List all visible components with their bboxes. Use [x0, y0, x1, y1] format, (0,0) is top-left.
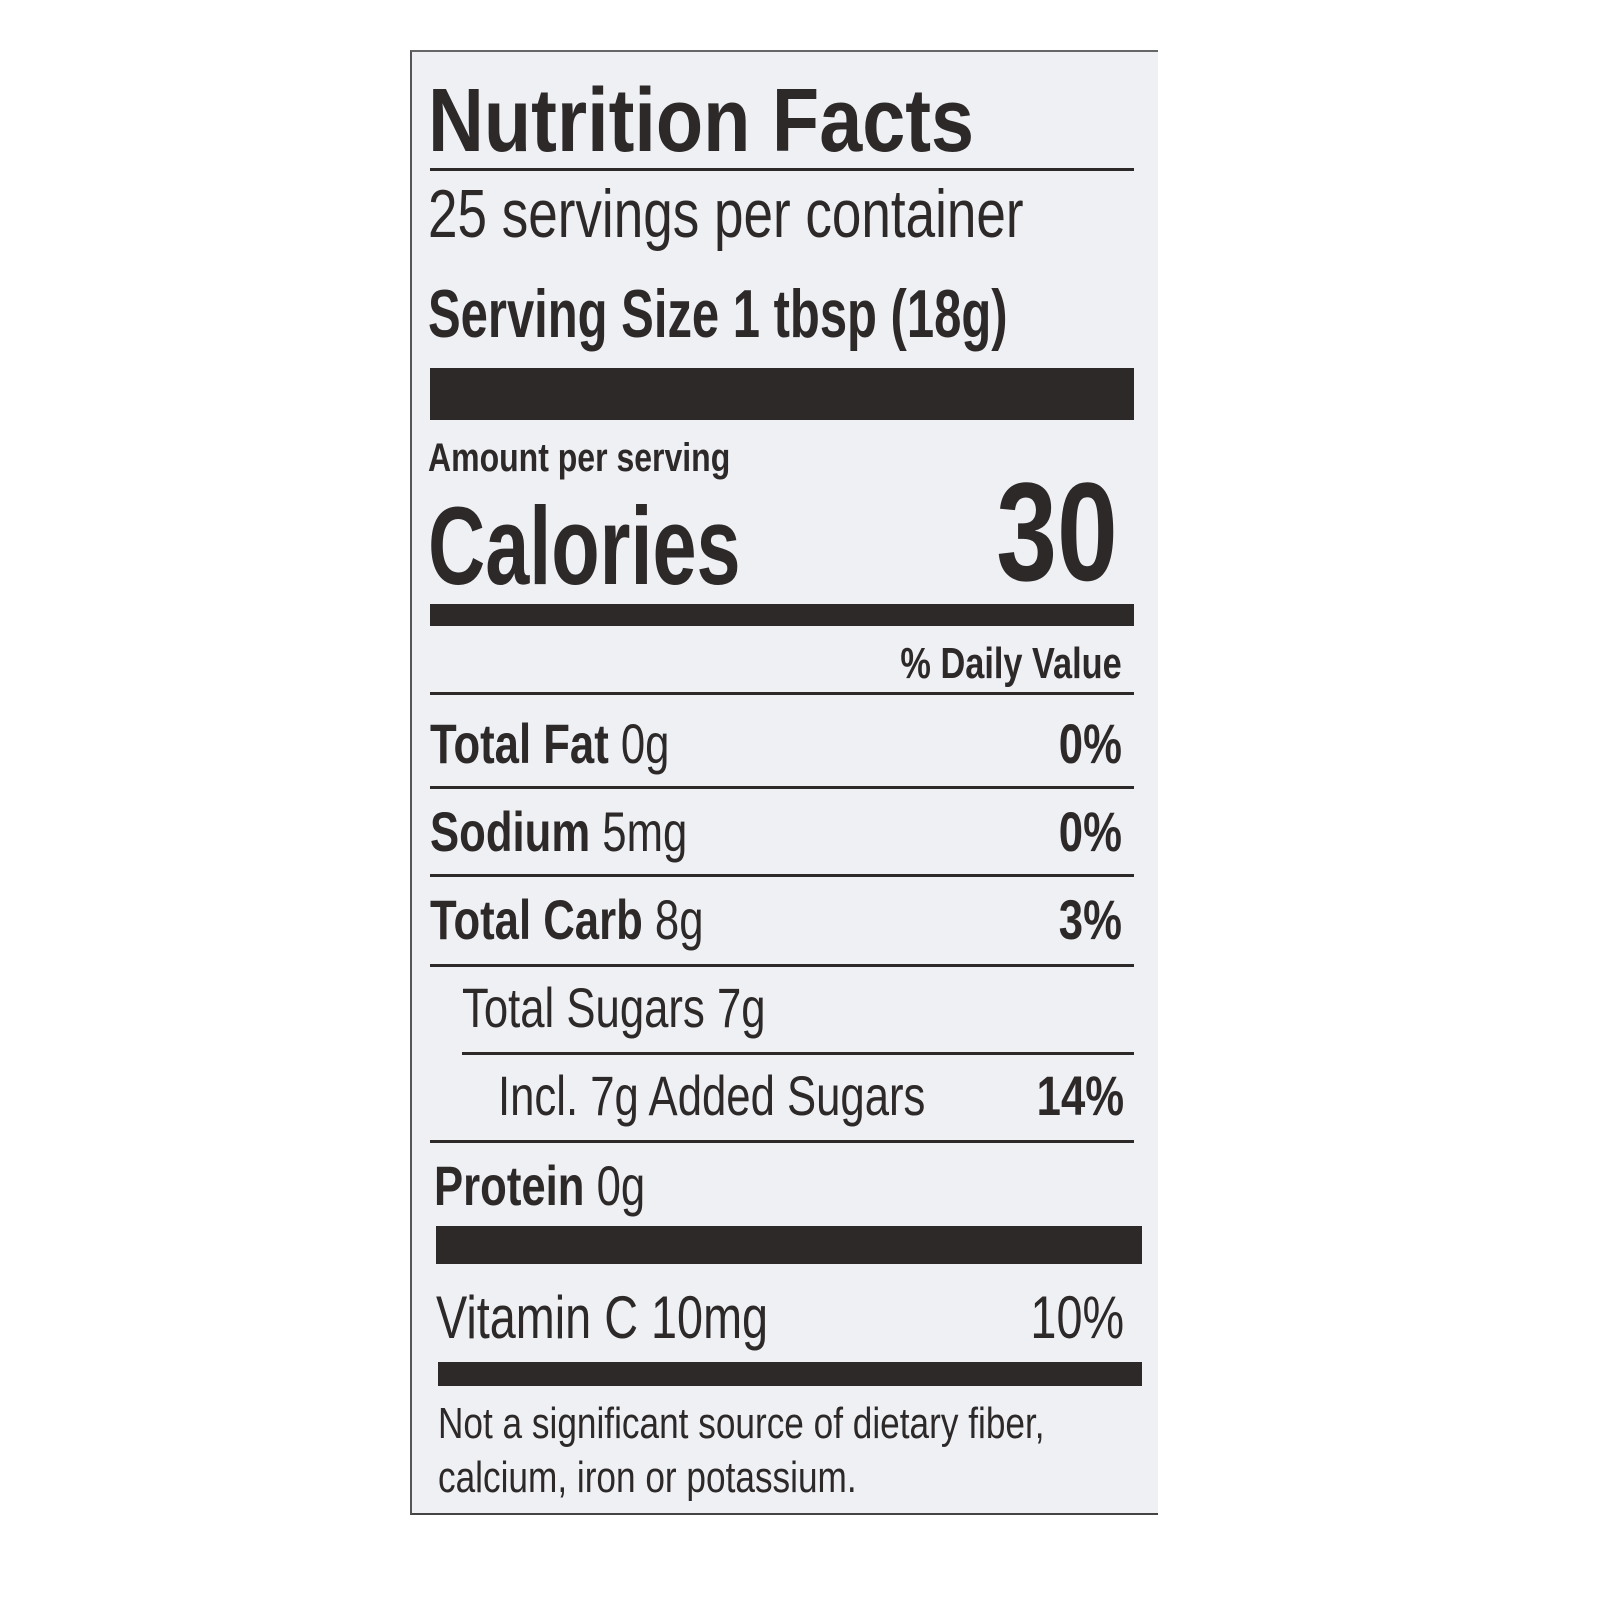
divider: [430, 874, 1134, 877]
vitamin-name: Vitamin C: [436, 1284, 639, 1351]
nutrient-amount: 0g: [620, 712, 670, 775]
nutrient-amount: 0g: [596, 1154, 646, 1217]
label-title: Nutrition Facts: [428, 71, 975, 171]
vitamin-amount: 10mg: [651, 1284, 769, 1351]
nutrition-facts-label: Nutrition Facts 25 servings per containe…: [410, 50, 1158, 1515]
nutrient-dv: 14%: [1036, 1064, 1124, 1127]
medium-divider: [438, 1362, 1142, 1386]
nutrient-total-fat: Total Fat 0g: [430, 716, 669, 772]
nutrient-name: Total Sugars: [462, 976, 705, 1039]
thick-divider: [436, 1226, 1142, 1264]
nutrient-name: Total Fat: [430, 712, 609, 775]
calories-value: 30: [996, 453, 1118, 610]
thick-divider: [430, 368, 1134, 420]
nutrient-sodium: Sodium 5mg: [430, 804, 687, 860]
nutrient-dv: 0%: [1058, 800, 1122, 863]
nutrient-name: Sodium: [430, 800, 591, 863]
nutrient-dv: 3%: [1058, 888, 1122, 951]
medium-divider: [430, 604, 1134, 626]
nutrient-added-sugars: Incl. 7g Added Sugars: [498, 1064, 926, 1127]
divider: [430, 786, 1134, 789]
footnote-line-1: Not a significant source of dietary fibe…: [438, 1399, 1045, 1448]
nutrient-dv: 0%: [1058, 712, 1122, 775]
nutrient-amount: 8g: [654, 888, 704, 951]
amount-per-serving: Amount per serving: [428, 436, 731, 480]
footnote-line-2: calcium, iron or potassium.: [438, 1453, 857, 1502]
divider: [430, 964, 1134, 967]
divider: [430, 1140, 1134, 1143]
nutrient-amount: 7g: [716, 976, 766, 1039]
serving-size-value: 1 tbsp (18g): [732, 276, 1008, 352]
nutrient-name: Protein: [434, 1154, 585, 1217]
divider: [430, 168, 1134, 171]
nutrient-amount: 5mg: [602, 800, 688, 863]
servings-per-container: 25 servings per container: [428, 176, 1024, 252]
divider: [462, 1052, 1134, 1055]
serving-size: Serving Size 1 tbsp (18g): [428, 280, 1008, 348]
serving-size-label: Serving Size: [428, 276, 720, 352]
calories-label: Calories: [428, 485, 741, 608]
nutrient-name: Total Carb: [430, 888, 643, 951]
vitamin-c: Vitamin C 10mg: [436, 1288, 768, 1348]
nutrient-protein: Protein 0g: [434, 1158, 645, 1214]
daily-value-header: % Daily Value: [900, 639, 1122, 688]
vitamin-dv: 10%: [1030, 1284, 1124, 1351]
nutrient-total-sugars: Total Sugars 7g: [462, 980, 766, 1036]
divider: [430, 692, 1134, 695]
nutrient-total-carb: Total Carb 8g: [430, 892, 703, 948]
